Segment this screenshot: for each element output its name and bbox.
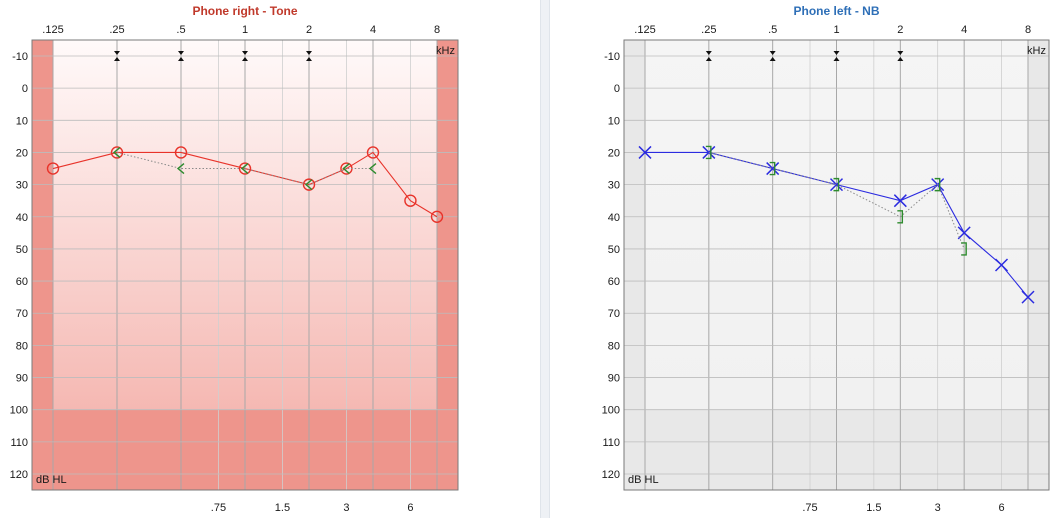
- y-tick-label: -10: [12, 51, 28, 63]
- y-tick-label: 10: [608, 115, 620, 127]
- air-conduction-circle-marker: [404, 194, 417, 207]
- masking-arrow-marker: [242, 51, 248, 61]
- y-tick-label: 90: [608, 373, 620, 385]
- bone-conduction-masked-marker: [934, 177, 941, 192]
- bone-conduction-masked-marker: [897, 210, 904, 224]
- x-tick-label-top: 1: [833, 24, 839, 36]
- y-tick-label: 0: [22, 83, 28, 95]
- y-unit-label: dB HL: [36, 474, 67, 486]
- x-tick-label-top: 8: [1025, 24, 1031, 36]
- air-conduction-cross-marker: [829, 178, 844, 192]
- masking-arrow-marker: [705, 51, 712, 61]
- x-tick-label-top: .25: [701, 24, 716, 36]
- y-unit-label: dB HL: [628, 474, 659, 486]
- bone-conduction-marker: [342, 163, 350, 175]
- x-tick-label-bottom: .75: [802, 502, 817, 514]
- x-tick-label-bottom: 3: [935, 502, 941, 514]
- y-tick-label: 80: [608, 340, 620, 352]
- x-tick-label-bottom: 6: [998, 502, 1004, 514]
- audiogram-left: Phone left - NB .125 .25 .5 1 2 4 8 .75 1.5 3 6 -10 0…: [602, 4, 1050, 514]
- y-tick-label: 90: [16, 373, 28, 385]
- y-tick-label: 0: [614, 83, 620, 95]
- y-tick-label: 10: [16, 115, 28, 127]
- masking-arrow-marker: [769, 51, 776, 61]
- panel-separator: [540, 0, 550, 518]
- air-conduction-cross-marker: [638, 145, 652, 159]
- y-tick-label: 50: [16, 244, 28, 256]
- bone-conduction-masked-marker: [705, 145, 712, 160]
- y-tick-label: 30: [16, 180, 28, 192]
- y-tick-label: 100: [602, 405, 620, 417]
- bone-conduction-masked-marker: [769, 161, 776, 176]
- x-tick-label-top: 2: [306, 24, 312, 36]
- masking-arrow-marker: [897, 51, 904, 61]
- air-conduction-cross-marker: [893, 194, 907, 208]
- x-tick-label-top: .25: [109, 24, 124, 36]
- x-tick-label-top: 4: [961, 24, 967, 36]
- air-conduction-circle-marker: [110, 146, 124, 159]
- bone-conduction-line: [708, 151, 965, 250]
- x-tick-label-bottom: 1.5: [275, 502, 290, 514]
- y-tick-label: 70: [16, 308, 28, 320]
- y-tick-label: 60: [608, 276, 620, 288]
- chart-title: Phone left - NB: [794, 4, 880, 18]
- air-conduction-circle-marker: [430, 210, 444, 223]
- air-conduction-circle-marker: [46, 162, 60, 175]
- masking-arrow-marker: [114, 51, 120, 61]
- bone-conduction-marker: [304, 179, 313, 191]
- y-tick-label: 30: [608, 180, 620, 192]
- y-tick-label: 110: [602, 437, 620, 449]
- x-tick-label-top: 8: [434, 24, 440, 36]
- plot-frame: [623, 39, 1050, 491]
- y-tick-label: 120: [602, 469, 620, 481]
- x-unit-label: kHz: [1027, 45, 1046, 57]
- air-conduction-cross-marker: [957, 226, 971, 240]
- y-tick-label: 50: [608, 244, 620, 256]
- bone-conduction-marker: [368, 163, 377, 175]
- air-conduction-cross-marker: [1021, 290, 1035, 304]
- x-tick-label-bottom: .75: [211, 502, 226, 514]
- x-tick-label-bottom: 3: [343, 502, 349, 514]
- air-conduction-circle-marker: [366, 146, 380, 159]
- x-unit-label: kHz: [436, 45, 455, 57]
- air-conduction-cross-marker: [766, 162, 780, 176]
- bone-conduction-marker: [240, 163, 249, 175]
- y-tick-label: 70: [608, 308, 620, 320]
- x-tick-label-bottom: 1.5: [866, 502, 881, 514]
- air-conduction-line: [52, 151, 438, 218]
- y-tick-label: 100: [10, 405, 28, 417]
- x-tick-label-top: 1: [242, 24, 248, 36]
- x-tick-label-top: 2: [897, 24, 903, 36]
- y-tick-label: 20: [608, 147, 620, 159]
- x-tick-label-top: .5: [768, 24, 777, 36]
- x-tick-label-top: .125: [634, 24, 655, 36]
- bone-conduction-masked-marker: [961, 242, 967, 256]
- masking-arrow-marker: [833, 51, 840, 61]
- x-tick-label-top: .5: [176, 24, 185, 36]
- masking-arrow-marker: [178, 51, 184, 61]
- bone-conduction-marker: [112, 146, 121, 158]
- plot-frame: [31, 39, 459, 491]
- y-tick-label: 20: [16, 147, 28, 159]
- y-tick-label: -10: [604, 51, 620, 63]
- y-tick-label: 120: [10, 469, 28, 481]
- air-conduction-circle-marker: [302, 178, 316, 191]
- bone-conduction-marker: [176, 163, 185, 175]
- audiogram-right: Phone right - Tone .125 .25 .5 1 2 4 8 .75 1.5 3 6 -…: [10, 4, 459, 514]
- y-tick-label: 60: [16, 276, 28, 288]
- x-tick-label-top: .125: [42, 24, 63, 36]
- x-tick-label-top: 4: [370, 24, 376, 36]
- y-tick-label: 40: [608, 212, 620, 224]
- bone-conduction-masked-marker: [833, 177, 840, 192]
- air-conduction-circle-marker: [238, 162, 252, 175]
- x-tick-label-bottom: 6: [407, 502, 413, 514]
- air-conduction-cross-marker: [702, 145, 716, 159]
- air-conduction-cross-marker: [994, 258, 1009, 272]
- y-tick-label: 110: [10, 437, 28, 449]
- y-tick-label: 40: [16, 212, 28, 224]
- y-tick-label: 80: [16, 340, 28, 352]
- chart-title: Phone right - Tone: [192, 4, 297, 18]
- masking-arrow-marker: [306, 51, 312, 61]
- air-conduction-circle-marker: [174, 146, 188, 159]
